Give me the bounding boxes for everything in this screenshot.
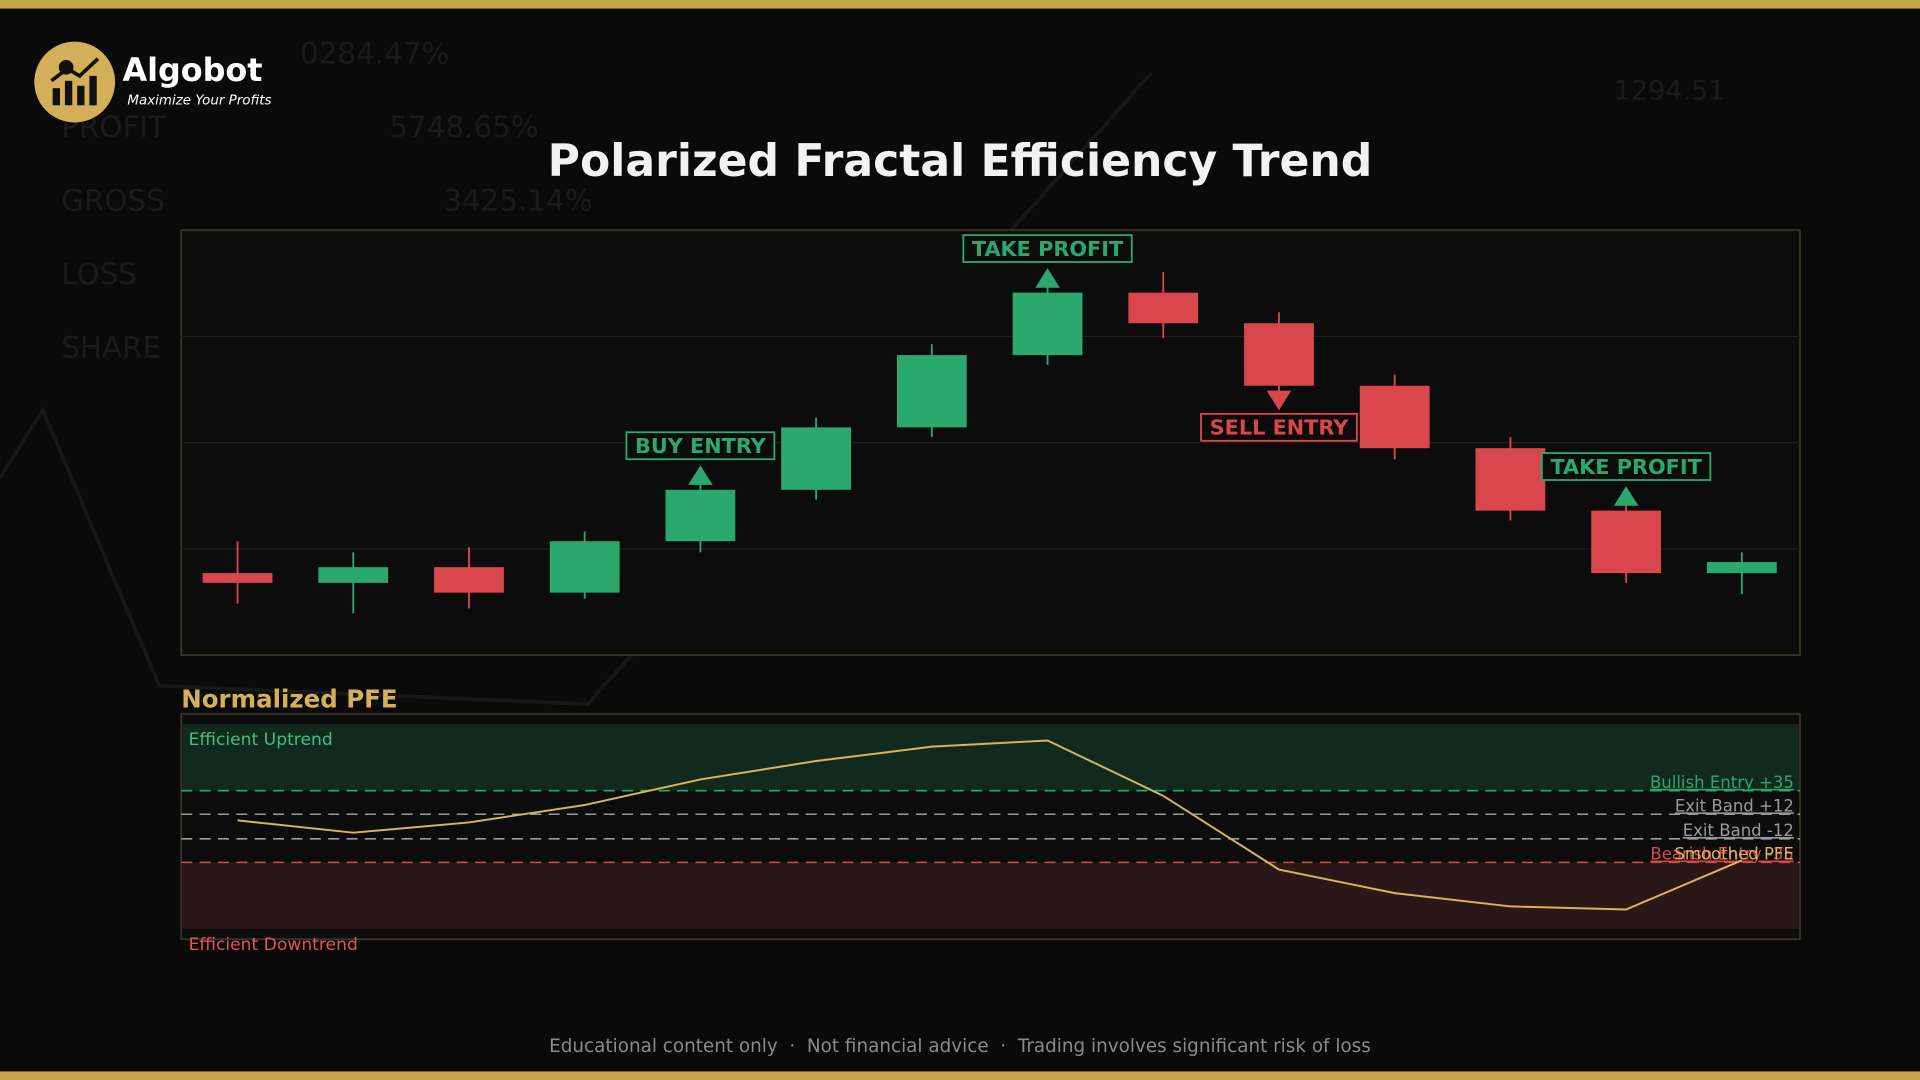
bottom-bar [0, 1071, 1920, 1080]
logo-icon [64, 80, 73, 106]
background-text: LOSS [61, 257, 137, 291]
zone-label: Efficient Downtrend [189, 935, 358, 955]
price-chart: BUY ENTRY TAKE PROFIT SELL ENTRY TAKE PROFI… [181, 234, 1800, 614]
zone-label: Efficient Uptrend [189, 730, 333, 750]
signal-box [1540, 452, 1712, 481]
signal-arrow [688, 465, 713, 485]
pfe-title: Normalized PFE [181, 684, 397, 713]
level-label: Exit Band +12 [1675, 796, 1794, 815]
signal-box [962, 234, 1133, 263]
candle-body [1012, 292, 1083, 356]
level-label: Bullish Entry +35 [1650, 773, 1794, 792]
logo-icon [77, 85, 85, 106]
tagline: Maximize Your Profits [127, 93, 271, 108]
candle-body [781, 427, 852, 490]
signal-label: SELL ENTRY [1210, 416, 1350, 440]
candle-body [1591, 510, 1662, 574]
background-text: 1294.51 [1614, 75, 1725, 106]
candle-body [1475, 448, 1546, 511]
logo-icon [58, 60, 74, 75]
signal-label: BUY ENTRY [635, 434, 767, 458]
level-label: Bearish Entry -35 [1650, 845, 1793, 864]
background-text: 0284.47% [300, 37, 449, 71]
signal-arrow [1266, 390, 1292, 411]
signal-arrow [1035, 268, 1060, 288]
brand: Algobot [122, 51, 262, 89]
logo-icon [52, 88, 60, 106]
candle-body [1128, 292, 1199, 324]
pfe-chart: Efficient Uptrend Efficient Downtrend Bull… [181, 724, 1800, 955]
background-text: 5748.65% [389, 110, 538, 144]
candle-body [896, 355, 967, 428]
zone [182, 724, 1799, 791]
logo-icon [50, 57, 100, 83]
logo-badge [34, 41, 116, 123]
background-text: 3425.14% [443, 184, 592, 218]
chart-title: Polarized Fractal Efficiency Trend [548, 136, 1373, 187]
candle-body [202, 573, 273, 583]
logo: Algobot Maximize Your Profits [34, 41, 272, 123]
disclaimer: Educational content only · Not financial… [549, 1036, 1371, 1057]
level-label: Exit Band -12 [1683, 821, 1794, 840]
candle-body [1706, 562, 1777, 574]
signal-box [1200, 412, 1358, 442]
top-bar [0, 0, 1920, 9]
pfe-line [237, 739, 1743, 911]
candle-body [665, 489, 736, 542]
legend-label: Smoothed PFE [1674, 845, 1794, 864]
zone [182, 862, 1799, 929]
candle-body [1244, 323, 1314, 386]
candle-body [549, 541, 620, 593]
candle-body [1359, 385, 1430, 449]
candle-body [434, 567, 504, 593]
background-text: GROSS [61, 184, 165, 218]
candle-body [318, 567, 389, 583]
signal-box [625, 431, 776, 461]
logo-icon [89, 75, 97, 106]
signal-label: TAKE PROFIT [972, 237, 1124, 261]
signal-arrow [1613, 486, 1639, 506]
signal-label: TAKE PROFIT [1550, 455, 1702, 479]
background-text: SHARE [61, 330, 161, 364]
background-texts: 0284.47%PROFIT 5748.65%GROSS 3425.14%LOSSS… [61, 37, 1725, 365]
